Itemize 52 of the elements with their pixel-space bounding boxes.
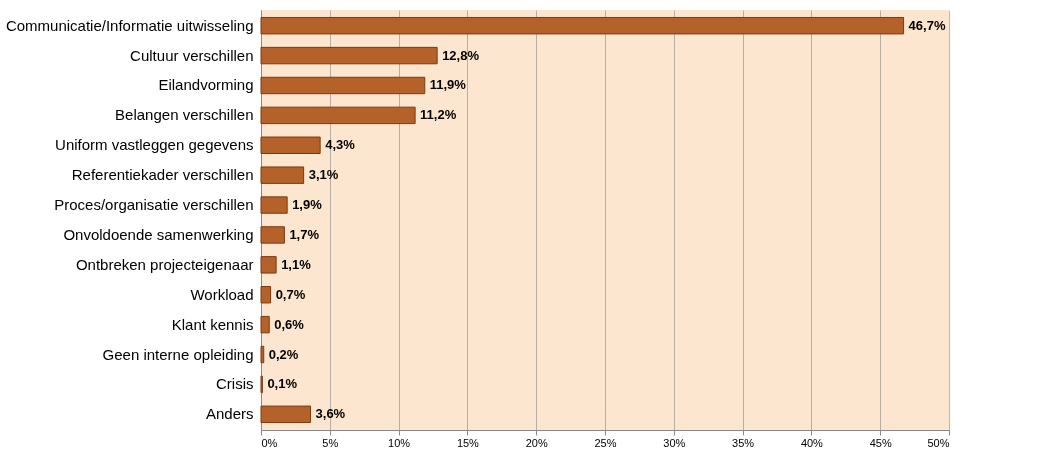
x-tick-label: 25% bbox=[594, 436, 617, 449]
data-label: 3,6% bbox=[315, 406, 346, 422]
data-label: 0,6% bbox=[274, 316, 305, 332]
bar bbox=[260, 166, 305, 184]
data-label: 1,9% bbox=[292, 197, 323, 213]
x-tick-label: 35% bbox=[732, 436, 755, 449]
bar bbox=[260, 16, 905, 35]
data-label: 3,1% bbox=[308, 167, 339, 183]
bar bbox=[260, 46, 438, 65]
bar bbox=[260, 136, 321, 154]
x-tick-label: 50% bbox=[927, 436, 950, 449]
y-tick-label: Communicatie/Informatie uitwisseling bbox=[5, 16, 254, 34]
y-tick-label: Ontbreken projecteigenaar bbox=[75, 255, 254, 273]
bar bbox=[260, 256, 277, 274]
data-label: 46,7% bbox=[908, 17, 946, 33]
x-tick-label: 15% bbox=[456, 436, 480, 449]
x-tick-label: 10% bbox=[388, 436, 411, 449]
y-tick-label: Referentiekader verschillen bbox=[71, 166, 254, 184]
bar bbox=[260, 345, 265, 364]
data-label: 12,8% bbox=[442, 47, 480, 63]
y-tick-label: Uniform vastleggen gegevens bbox=[55, 136, 254, 154]
bar bbox=[260, 226, 285, 244]
y-tick-label: Belangen verschillen bbox=[115, 106, 254, 124]
bar bbox=[260, 405, 312, 424]
bar bbox=[260, 76, 426, 95]
x-tick-label: 0% bbox=[261, 436, 278, 449]
x-tick-label: 5% bbox=[322, 436, 339, 449]
data-label: 0,7% bbox=[275, 286, 306, 302]
data-label: 4,3% bbox=[325, 137, 356, 153]
x-tick-label: 20% bbox=[525, 436, 548, 449]
bar bbox=[260, 286, 272, 304]
x-tick-label: 30% bbox=[663, 436, 686, 449]
data-label: 11,9% bbox=[429, 77, 467, 93]
y-tick-label: Geen interne opleiding bbox=[102, 345, 254, 363]
bar bbox=[260, 106, 416, 125]
x-tick-label: 45% bbox=[869, 436, 892, 449]
y-tick-label: Workload bbox=[190, 285, 254, 303]
bar bbox=[260, 315, 270, 334]
data-label: 11,2% bbox=[420, 107, 457, 123]
y-tick-label: Proces/organisatie verschillen bbox=[54, 196, 254, 214]
bar bbox=[260, 196, 288, 214]
data-label: 0,1% bbox=[267, 376, 298, 392]
y-tick-label: Klant kennis bbox=[171, 315, 254, 333]
data-label: 0,2% bbox=[268, 346, 299, 362]
x-tick-label: 40% bbox=[800, 436, 824, 449]
data-label: 1,1% bbox=[281, 256, 312, 272]
data-label: 1,7% bbox=[289, 226, 320, 242]
y-tick-label: Onvoldoende samenwerking bbox=[63, 225, 254, 243]
y-tick-label: Crisis bbox=[216, 375, 254, 393]
y-tick-label: Anders bbox=[205, 405, 254, 423]
y-tick-label: Cultuur verschillen bbox=[130, 46, 254, 64]
y-tick-label: Eilandvorming bbox=[158, 76, 254, 94]
